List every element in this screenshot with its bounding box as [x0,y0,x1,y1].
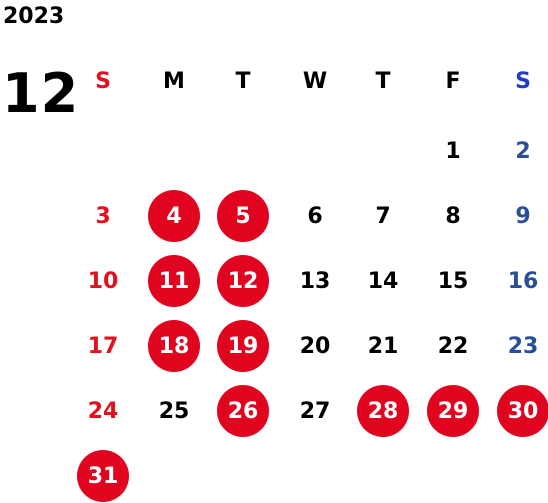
month-number: 12 [2,62,80,125]
weekday-friday: F [445,68,461,94]
day-26[interactable]: 26 [217,385,269,437]
weekday-wednesday: W [302,68,328,94]
day-16[interactable]: 16 [507,268,539,294]
day-1[interactable]: 1 [445,138,461,164]
day-18[interactable]: 18 [148,320,200,372]
day-28[interactable]: 28 [357,385,409,437]
day-30[interactable]: 30 [497,385,548,437]
day-5[interactable]: 5 [217,190,269,242]
day-29[interactable]: 29 [427,385,479,437]
year-label: 2023 [3,4,65,29]
day-14[interactable]: 14 [367,268,399,294]
weekday-sunday: S [95,68,111,94]
day-13[interactable]: 13 [299,268,331,294]
weekday-saturday: S [515,68,531,94]
day-27[interactable]: 27 [299,398,331,424]
day-19[interactable]: 19 [217,320,269,372]
day-23[interactable]: 23 [507,333,539,359]
weekday-tuesday: T [235,68,251,94]
weekday-monday: M [163,68,185,94]
day-25[interactable]: 25 [158,398,190,424]
day-6[interactable]: 6 [307,203,323,229]
day-21[interactable]: 21 [367,333,399,359]
day-2[interactable]: 2 [515,138,531,164]
day-4[interactable]: 4 [148,190,200,242]
day-15[interactable]: 15 [437,268,469,294]
weekday-thursday: T [375,68,391,94]
day-17[interactable]: 17 [87,333,119,359]
day-20[interactable]: 20 [299,333,331,359]
day-11[interactable]: 11 [148,255,200,307]
day-31[interactable]: 31 [77,450,129,502]
day-12[interactable]: 12 [217,255,269,307]
day-3[interactable]: 3 [95,203,111,229]
day-10[interactable]: 10 [87,268,119,294]
day-7[interactable]: 7 [375,203,391,229]
day-22[interactable]: 22 [437,333,469,359]
day-8[interactable]: 8 [445,203,461,229]
day-9[interactable]: 9 [515,203,531,229]
day-24[interactable]: 24 [87,398,119,424]
